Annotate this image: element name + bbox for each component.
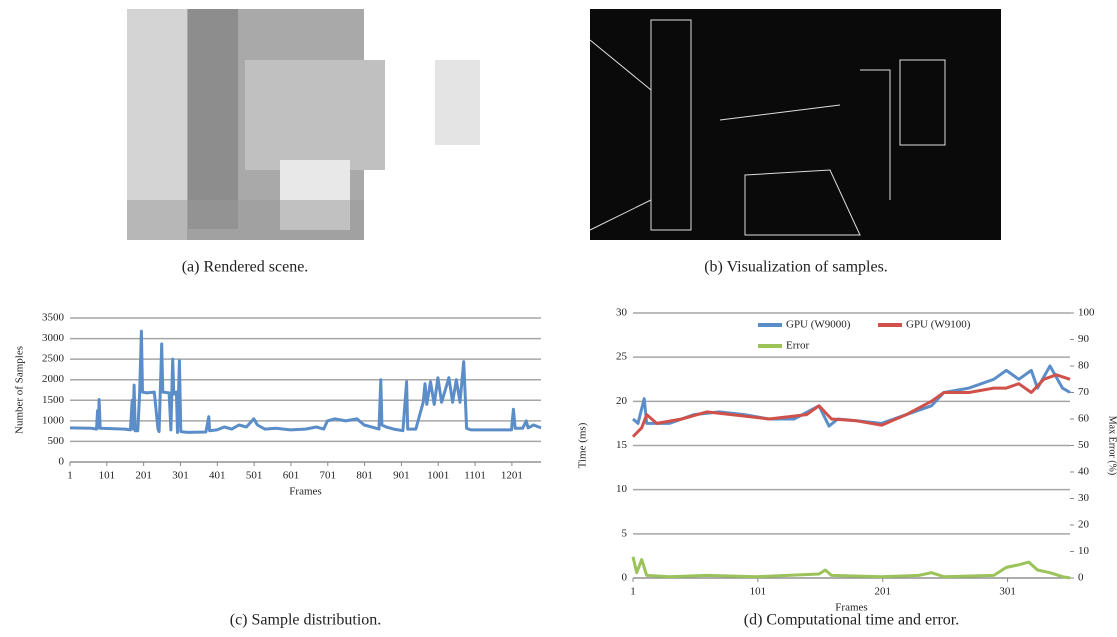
y-tick-label: 10 — [616, 483, 628, 495]
data-line — [70, 331, 541, 432]
y-tick-label: 3500 — [42, 312, 65, 324]
y-tick-label: 25 — [616, 351, 628, 363]
y-tick-label: 30 — [616, 307, 628, 319]
x-tick-label: 701 — [320, 470, 337, 482]
x-tick-label: 601 — [283, 470, 300, 482]
x-tick-label: 101 — [99, 470, 116, 482]
x-tick-label: 1101 — [464, 470, 486, 482]
caption: (d) Computational time and error. — [744, 612, 960, 629]
y2-axis-label: Max Error (%) — [1107, 416, 1117, 475]
y-tick-label: 5 — [622, 527, 628, 539]
figure: (a) Rendered scene. (b) Visualization of… — [0, 0, 1117, 632]
y2-tick-label: 60 — [1078, 413, 1090, 425]
y-tick-label: 3000 — [42, 332, 65, 344]
x-tick-label: 201 — [135, 470, 152, 482]
y2-tick-label: 70 — [1078, 386, 1090, 398]
y2-tick-label: 30 — [1078, 492, 1090, 504]
x-tick-label: 401 — [209, 470, 226, 482]
x-tick-label: 301 — [172, 470, 189, 482]
legend-label: Error — [786, 340, 810, 352]
y2-tick-label: 50 — [1078, 439, 1090, 451]
window — [435, 60, 480, 145]
y-tick-label: 1500 — [42, 394, 65, 406]
legend-label: GPU (W9000) — [786, 319, 851, 331]
y-axis-label: Time (ms) — [577, 422, 589, 468]
samples-image — [590, 9, 1001, 240]
legend-label: GPU (W9100) — [906, 319, 971, 331]
x-tick-label: 1001 — [427, 470, 449, 482]
y-tick-label: 0 — [59, 456, 65, 468]
data-line — [633, 375, 1070, 437]
y-tick-label: 1000 — [42, 414, 65, 426]
x-tick-label: 1 — [630, 586, 636, 598]
y2-tick-label: 40 — [1078, 466, 1090, 478]
rendered-scene — [127, 9, 480, 240]
x-tick-label: 201 — [874, 586, 891, 598]
y2-tick-label: 10 — [1078, 545, 1090, 557]
y-tick-label: 20 — [616, 395, 628, 407]
floor — [127, 200, 364, 240]
x-axis-label: Frames — [289, 486, 321, 498]
y2-tick-label: 90 — [1078, 333, 1090, 345]
x-tick-label: 301 — [999, 586, 1016, 598]
y-tick-label: 2500 — [42, 353, 65, 365]
x-tick-label: 1201 — [501, 470, 523, 482]
y-tick-label: 500 — [48, 435, 65, 447]
data-line — [633, 557, 1070, 578]
x-tick-label: 101 — [750, 586, 767, 598]
page: {"panels":[{"caption":"(a) Rendered scen… — [0, 0, 1117, 632]
y2-tick-label: 0 — [1078, 572, 1084, 584]
x-tick-label: 801 — [356, 470, 373, 482]
wall — [245, 60, 385, 170]
x-tick-label: 1 — [67, 470, 73, 482]
x-tick-label: 901 — [393, 470, 410, 482]
y-tick-label: 0 — [622, 572, 628, 584]
sample-visualization — [590, 9, 1001, 240]
closet — [188, 9, 238, 229]
y2-tick-label: 80 — [1078, 360, 1090, 372]
y2-tick-label: 100 — [1078, 307, 1095, 319]
y-tick-label: 15 — [616, 439, 628, 451]
caption: (c) Sample distribution. — [230, 612, 382, 629]
caption: (a) Rendered scene. — [182, 259, 309, 276]
y-axis-label: Number of Samples — [14, 346, 26, 434]
x-tick-label: 501 — [246, 470, 263, 482]
caption: (b) Visualization of samples. — [704, 259, 888, 276]
y2-tick-label: 20 — [1078, 519, 1090, 531]
y-tick-label: 2000 — [42, 373, 65, 385]
data-line — [633, 366, 1070, 426]
